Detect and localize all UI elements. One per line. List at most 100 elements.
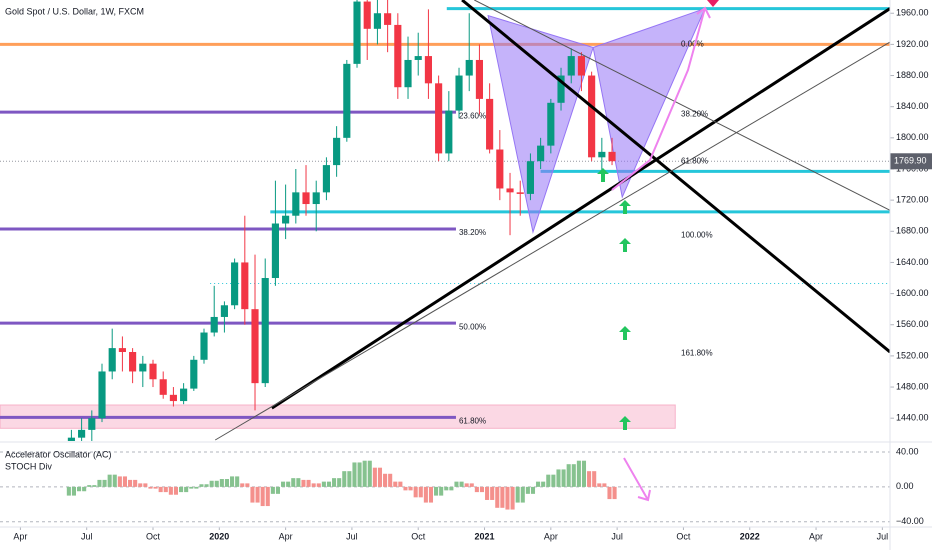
ac-bar <box>301 479 306 487</box>
ac-bar <box>464 483 469 487</box>
ac-bar <box>291 478 296 487</box>
ac-bar <box>515 486 520 503</box>
fib-label: 161.80% <box>681 349 713 358</box>
arrow-up <box>619 238 631 252</box>
ac-bar <box>357 462 362 487</box>
x-tick-label: Jul <box>346 531 358 541</box>
ac-bar <box>311 483 316 487</box>
ac-bar <box>87 485 92 487</box>
ac-bar <box>454 481 459 487</box>
candle-body <box>353 1 361 64</box>
candle-body <box>486 98 494 150</box>
candle-body <box>588 75 596 158</box>
ac-bar <box>102 479 107 487</box>
ac-bar <box>184 486 189 493</box>
candle-body <box>88 418 96 430</box>
ac-bar <box>536 481 541 487</box>
candle-body <box>282 215 290 224</box>
candle-body <box>577 56 586 76</box>
arrow-up <box>619 416 631 430</box>
candle-body <box>180 388 188 402</box>
ac-bar <box>296 478 301 487</box>
candle-body <box>414 56 422 60</box>
ac-bar <box>189 486 194 489</box>
marker <box>707 0 719 7</box>
ac-bar <box>393 481 398 487</box>
ac-bar <box>235 476 240 487</box>
harmonic-xab <box>487 14 594 235</box>
ac-bar <box>530 486 536 494</box>
y-tick-label: 1480.00 <box>896 381 929 391</box>
candle-body <box>537 145 545 162</box>
osc-tick-label: −40.00 <box>896 516 924 526</box>
ac-bar <box>347 471 352 487</box>
x-tick-label: Jul <box>611 531 623 541</box>
ac-bar <box>163 486 168 493</box>
ac-bar <box>77 486 82 492</box>
y-tick-label: 1720.00 <box>896 195 929 205</box>
candle-body <box>343 63 351 138</box>
x-tick-label: Oct <box>676 531 691 541</box>
candle-body <box>496 149 504 189</box>
candle-body <box>251 309 259 384</box>
candle-body <box>292 192 300 216</box>
candle-body <box>557 75 565 103</box>
y-tick-label: 1920.00 <box>896 39 929 49</box>
fib-label: 0.00% <box>681 39 704 48</box>
ac-bar <box>576 460 581 487</box>
candle-body <box>435 83 443 154</box>
last-price-box <box>890 153 932 170</box>
ac-bar <box>490 486 495 500</box>
ac-bar <box>209 480 214 487</box>
ac-bar <box>321 481 326 487</box>
ac-bar <box>449 486 454 491</box>
ac-bar <box>245 483 250 487</box>
ac-bar <box>148 486 153 489</box>
candle-body <box>241 262 249 310</box>
candle-body <box>78 429 86 438</box>
fib-label: 50.00% <box>459 322 486 331</box>
oscillator-pane <box>0 451 890 523</box>
y-tick-label: 1840.00 <box>896 101 929 111</box>
ac-bar <box>587 471 592 487</box>
ac-bar <box>92 485 97 487</box>
trendline <box>271 7 890 410</box>
trendline <box>461 0 890 354</box>
candle-body <box>394 24 402 88</box>
ac-bar <box>413 486 418 498</box>
candle-body <box>129 352 137 372</box>
ac-bar <box>566 464 571 487</box>
fib-label: 23.60% <box>459 111 486 120</box>
projection-down <box>623 457 651 502</box>
candle-body <box>312 192 320 205</box>
ac-bar <box>133 479 138 487</box>
ac-bar <box>265 486 270 507</box>
ac-bar <box>270 486 275 494</box>
harmonic-bcd <box>592 7 706 199</box>
ac-bar <box>541 481 546 487</box>
ac-bar <box>316 483 321 487</box>
candle-body <box>67 437 75 441</box>
ac-bar <box>377 467 383 487</box>
ac-bar <box>444 486 449 491</box>
ac-bar <box>250 486 255 503</box>
x-tick-label: Jul <box>877 531 889 541</box>
ac-bar <box>158 486 163 493</box>
candle-body <box>608 151 616 162</box>
candle-body <box>139 363 147 372</box>
ac-bar <box>612 486 617 500</box>
x-tick-label: Apr <box>809 531 823 541</box>
trendline <box>474 0 890 211</box>
ac-bar <box>219 479 224 487</box>
y-tick-label: 1520.00 <box>896 350 929 360</box>
candle-body <box>516 192 524 194</box>
candle-body <box>567 56 575 76</box>
candle-body <box>384 13 392 25</box>
ac-bar <box>117 476 122 487</box>
ac-bar <box>260 486 265 507</box>
candle-body <box>261 278 269 384</box>
ac-bar <box>199 484 204 487</box>
ac-bar <box>66 486 71 496</box>
